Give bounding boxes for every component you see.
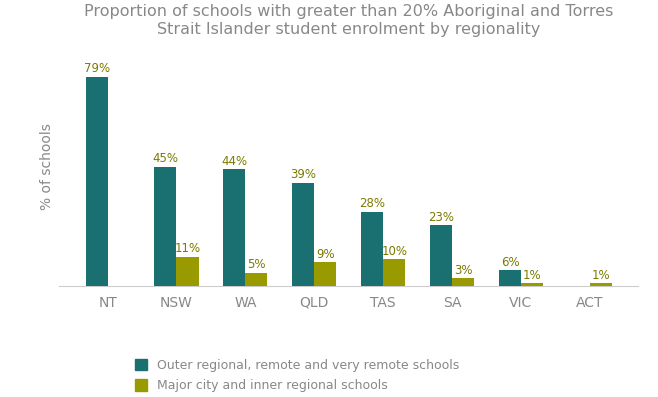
- Text: 6%: 6%: [501, 256, 519, 269]
- Title: Proportion of schools with greater than 20% Aboriginal and Torres
Strait Islande: Proportion of schools with greater than …: [84, 4, 613, 37]
- Text: 3%: 3%: [454, 264, 472, 277]
- Text: 79%: 79%: [84, 62, 110, 75]
- Bar: [292, 183, 315, 286]
- Bar: [521, 283, 543, 286]
- Bar: [223, 170, 245, 286]
- Text: 9%: 9%: [316, 248, 335, 261]
- Bar: [499, 270, 521, 286]
- Text: 44%: 44%: [221, 155, 247, 168]
- Text: 28%: 28%: [359, 197, 385, 210]
- Text: 10%: 10%: [381, 245, 407, 258]
- Bar: [452, 278, 474, 286]
- Text: 45%: 45%: [153, 152, 178, 166]
- Bar: [590, 283, 612, 286]
- Text: 39%: 39%: [290, 168, 316, 181]
- Text: 23%: 23%: [428, 211, 454, 224]
- Bar: [383, 259, 405, 286]
- Text: 11%: 11%: [174, 243, 201, 255]
- Bar: [315, 262, 336, 286]
- Text: 1%: 1%: [522, 269, 542, 282]
- Y-axis label: % of schools: % of schools: [39, 123, 54, 210]
- Legend: Outer regional, remote and very remote schools, Major city and inner regional sc: Outer regional, remote and very remote s…: [135, 359, 460, 392]
- Bar: [155, 167, 176, 286]
- Bar: [245, 273, 267, 286]
- Bar: [176, 257, 199, 286]
- Text: 1%: 1%: [592, 269, 610, 282]
- Text: 5%: 5%: [247, 258, 266, 271]
- Bar: [430, 225, 452, 286]
- Bar: [86, 77, 108, 286]
- Bar: [361, 212, 383, 286]
